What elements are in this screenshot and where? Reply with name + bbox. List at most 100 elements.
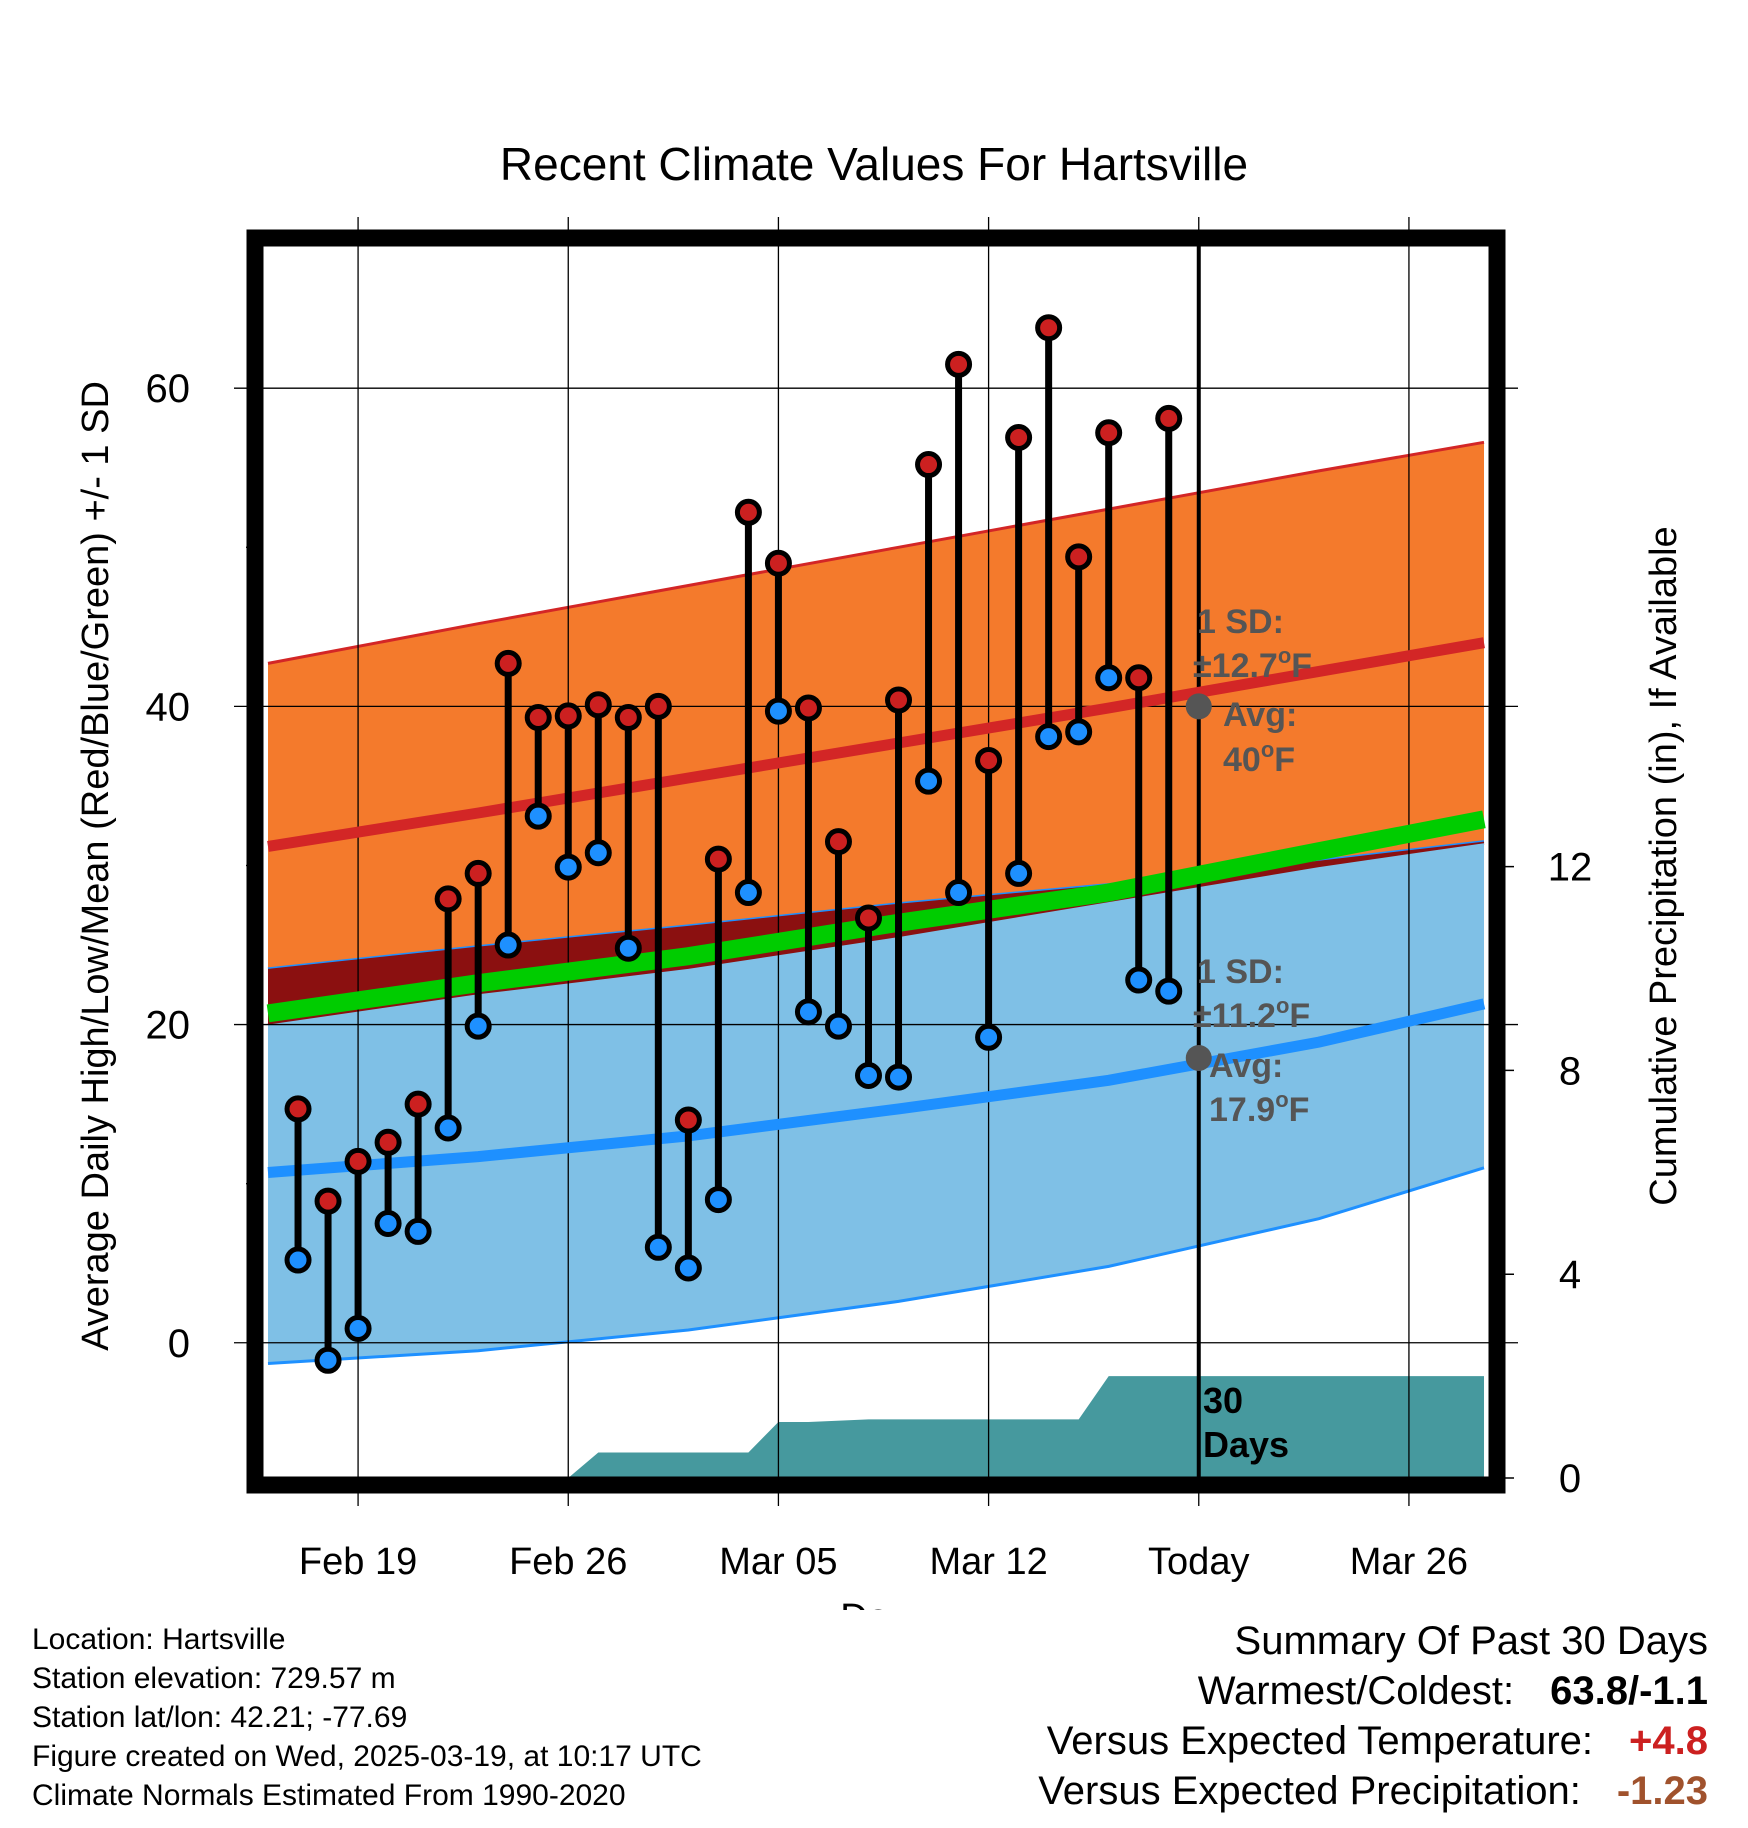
obs-low-point [794, 998, 822, 1026]
warmest-value: 63.8/-1.1 [1550, 1669, 1708, 1713]
x-tick-label: Feb 19 [299, 1541, 417, 1583]
obs-low-point [1095, 664, 1123, 692]
y-axis-label: Average Daily High/Low/Mean (Red/Blue/Gr… [75, 381, 117, 1351]
high-sd-band-upper-edge [267, 440, 1485, 665]
x-tick-label: Today [1148, 1541, 1249, 1583]
obs-high-point [704, 845, 732, 873]
obs-high-point [854, 904, 882, 932]
chart-title: Recent Climate Values For Hartsville [500, 138, 1248, 190]
high-sd-value: ±12.7oF [1193, 643, 1312, 685]
obs-high-point [344, 1147, 372, 1175]
latlon-text: Station lat/lon: 42.21; -77.69 [32, 1701, 408, 1734]
obs-high-point [404, 1090, 432, 1118]
grid-lines [234, 217, 1518, 1506]
warmest-label: Warmest/Coldest: [1197, 1669, 1515, 1713]
obs-low-point [975, 1023, 1003, 1051]
y-tick-label: 20 [146, 1004, 191, 1048]
obs-low-point [824, 1012, 852, 1040]
obs-low-point [945, 879, 973, 907]
y2-tick-label: 12 [1548, 846, 1593, 890]
obs-high-point [464, 859, 492, 887]
obs-low-point [1125, 966, 1153, 994]
obs-high-point [1095, 419, 1123, 447]
high-avg-dot [1185, 693, 1212, 720]
plot-frame [246, 229, 1506, 1494]
obs-high-point [374, 1128, 402, 1156]
station-info: Location: Hartsville Station elevation: … [32, 1620, 702, 1815]
obs-low-point [1005, 859, 1033, 887]
obs-high-point [915, 451, 943, 479]
y2-axis-label: Cumulative Precipitation (in), If Availa… [1643, 526, 1685, 1205]
obs-high-point [674, 1106, 702, 1134]
low-avg-dot [1185, 1044, 1212, 1071]
precipitation-area [268, 1376, 1484, 1478]
obs-low-point [734, 879, 762, 907]
obs-low-point [614, 934, 642, 962]
obs-low-point [344, 1314, 372, 1342]
precip-label: Versus Expected Precipitation: [1038, 1769, 1581, 1813]
obs-high-point [284, 1095, 312, 1123]
precip-cumulative-area [268, 1376, 1484, 1478]
normals-text: Climate Normals Estimated From 1990-2020 [32, 1779, 626, 1812]
obs-high-point [1125, 664, 1153, 692]
obs-high-point [885, 686, 913, 714]
low-sd-band-lower-edge [267, 1166, 1485, 1365]
x-tick-label: Feb 26 [509, 1541, 627, 1583]
obs-low-point [464, 1012, 492, 1040]
y-tick-label: 0 [168, 1322, 190, 1366]
obs-low-point [1065, 718, 1093, 746]
obs-high-point [434, 885, 462, 913]
obs-high-point [975, 746, 1003, 774]
created-text: Figure created on Wed, 2025-03-19, at 10… [32, 1740, 702, 1773]
x-tick-label: Mar 05 [719, 1541, 837, 1583]
x-tick-label: Mar 26 [1350, 1541, 1468, 1583]
obs-low-point [404, 1217, 432, 1245]
obs-high-point [524, 704, 552, 732]
obs-low-point [854, 1061, 882, 1089]
obs-low-point [314, 1346, 342, 1374]
obs-high-point [1035, 314, 1063, 342]
obs-low-point [494, 931, 522, 959]
obs-high-point [1005, 424, 1033, 452]
location-text: Location: Hartsville [32, 1623, 286, 1656]
high-sd-label: 1 SD: [1197, 603, 1284, 641]
elevation-text: Station elevation: 729.57 m [32, 1662, 396, 1695]
low-avg-value: 17.9oF [1209, 1087, 1309, 1129]
plot-border [246, 229, 1506, 1494]
precip-value: -1.23 [1616, 1769, 1708, 1813]
high-avg-value: 40oF [1223, 737, 1295, 779]
obs-low-point [1155, 977, 1183, 1005]
summary-temp-row: Versus Expected Temperature: +4.8 [1038, 1716, 1708, 1766]
obs-low-point [644, 1233, 672, 1261]
obs-high-point [554, 702, 582, 730]
obs-high-point [824, 828, 852, 856]
obs-high-point [794, 694, 822, 722]
low-normal-line [267, 998, 1486, 1178]
obs-low-point [674, 1254, 702, 1282]
obs-low-point [584, 839, 612, 867]
obs-high-point [644, 692, 672, 720]
summary-title: Summary Of Past 30 Days [1234, 1619, 1708, 1663]
obs-low-point [764, 697, 792, 725]
low-sd-value: ±11.2oF [1193, 993, 1310, 1035]
x-tick-label: Mar 12 [929, 1541, 1047, 1583]
obs-high-point [734, 498, 762, 526]
obs-high-point [1155, 404, 1183, 432]
summary-precip-row: Versus Expected Precipitation: -1.23 [1038, 1766, 1708, 1816]
obs-high-point [945, 350, 973, 378]
obs-low-point [885, 1063, 913, 1091]
observations [284, 314, 1183, 1374]
y-tick-label: 40 [146, 685, 191, 729]
obs-low-point [1035, 723, 1063, 751]
y-tick-label: 60 [146, 367, 191, 411]
obs-low-point [284, 1246, 312, 1274]
obs-high-point [614, 704, 642, 732]
high-avg-label: Avg: [1223, 696, 1297, 734]
summary-panel: Summary Of Past 30 Days Warmest/Coldest:… [1038, 1616, 1708, 1816]
x-axis-label: Day [840, 1597, 908, 1610]
obs-high-point [764, 549, 792, 577]
obs-low-point [704, 1186, 732, 1214]
obs-high-point [584, 691, 612, 719]
temp-label: Versus Expected Temperature: [1046, 1719, 1594, 1763]
